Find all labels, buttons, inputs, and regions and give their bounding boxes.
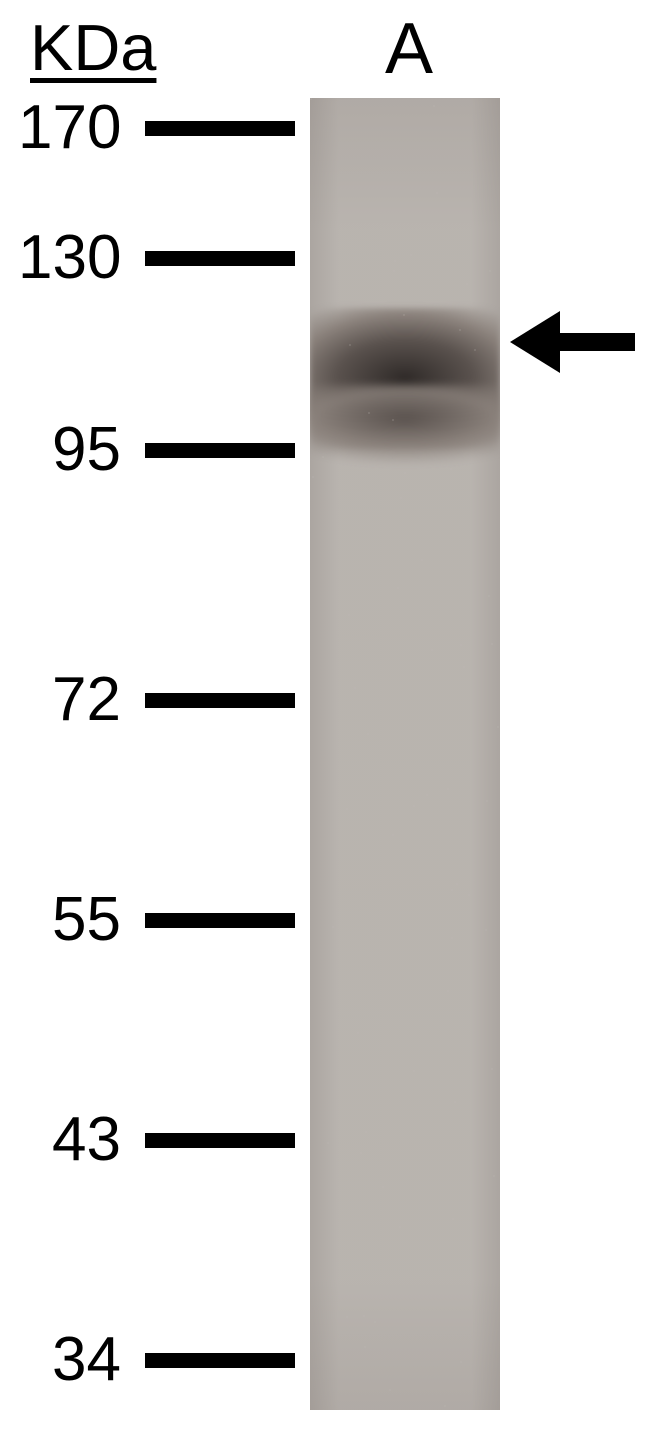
marker-tick-34 [145,1353,295,1368]
blot-figure: KDa A 170 130 95 72 55 43 34 [0,0,650,1437]
marker-label-130: 130 [18,222,121,293]
marker-tick-72 [145,693,295,708]
arrow-head-icon [510,311,560,373]
arrow-shaft [555,333,635,351]
blot-noise [310,98,312,100]
marker-tick-55 [145,913,295,928]
protein-band-1-smear [310,385,500,469]
marker-label-95: 95 [52,414,121,485]
marker-tick-95 [145,443,295,458]
marker-tick-130 [145,251,295,266]
blot-lane [310,98,500,1410]
lane-label-a: A [385,8,433,90]
kda-header: KDa [30,10,156,85]
marker-label-170: 170 [18,92,121,163]
marker-label-43: 43 [52,1104,121,1175]
marker-label-55: 55 [52,884,121,955]
blot-background [310,98,500,1410]
marker-label-72: 72 [52,664,121,735]
marker-tick-170 [145,121,295,136]
marker-tick-43 [145,1133,295,1148]
marker-label-34: 34 [52,1324,121,1395]
